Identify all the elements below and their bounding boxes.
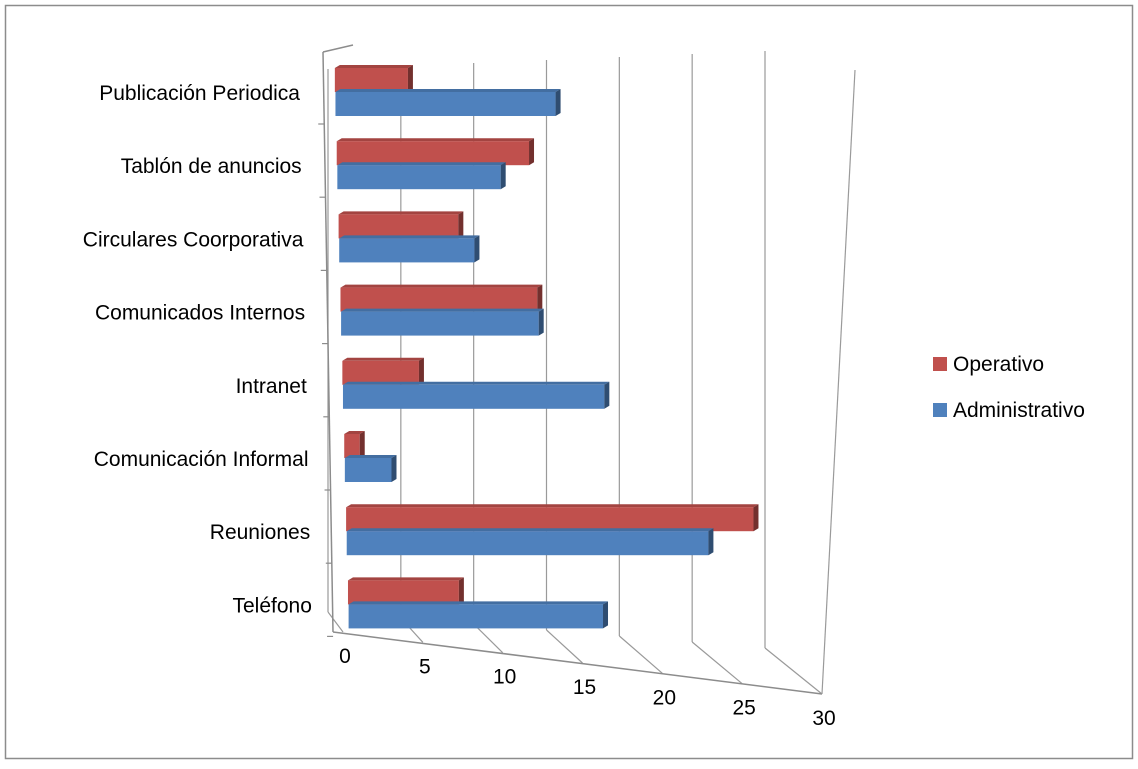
bar-end: [474, 235, 480, 263]
category-label: Publicación Periodica: [99, 82, 300, 105]
legend-label: Administrativo: [953, 399, 1085, 422]
category-label: Teléfono: [232, 594, 311, 617]
bar-top: [339, 235, 480, 239]
bar-top: [336, 138, 535, 142]
bar-end: [538, 308, 544, 336]
x-tick-label: 0: [339, 645, 351, 668]
x-tick-label: 10: [493, 666, 516, 689]
gridline-floor: [327, 611, 344, 633]
bar-end: [359, 431, 365, 458]
category-label: Comunicados Internos: [95, 302, 305, 325]
bar-top: [344, 455, 397, 458]
x-tick-label: 30: [812, 707, 835, 730]
bar-end: [537, 284, 543, 312]
bar: [341, 311, 539, 336]
bar: [346, 507, 754, 532]
bar-top: [334, 65, 413, 68]
right-edge: [821, 69, 856, 695]
bar-top: [335, 89, 561, 92]
category-label: Comunicación Informal: [94, 448, 309, 471]
y-axis-line: [322, 51, 334, 633]
category-label: Tablón de anuncios: [121, 155, 302, 178]
bar: [344, 458, 392, 482]
bar-end: [555, 89, 561, 116]
bar-top: [341, 308, 544, 312]
x-tick-label: 15: [573, 676, 596, 699]
legend-swatch: [933, 357, 947, 371]
bar-top: [347, 577, 464, 581]
gridline-floor: [764, 647, 823, 695]
bar: [334, 68, 408, 92]
bar-layer: [334, 65, 759, 629]
bar-end: [391, 455, 397, 482]
bar: [344, 434, 360, 458]
bar-end: [753, 504, 759, 532]
bar: [339, 238, 475, 263]
legend-label: Operativo: [953, 353, 1044, 376]
bar: [335, 92, 556, 116]
category-label: Intranet: [236, 375, 307, 398]
bar: [340, 287, 538, 312]
bar-top: [342, 357, 424, 361]
category-label: Circulares Coorporativa: [83, 228, 304, 251]
gridline-floor: [546, 629, 583, 664]
x-tick-label: 5: [419, 655, 431, 678]
bar: [347, 580, 459, 605]
bar-top: [340, 284, 543, 288]
bar-top: [346, 504, 759, 508]
bar: [336, 141, 530, 166]
bar-end: [603, 601, 609, 629]
bar-end: [418, 357, 424, 385]
bar: [348, 604, 604, 629]
bar-top: [348, 601, 609, 605]
bar: [346, 531, 709, 556]
bar-top: [338, 211, 464, 215]
bar-top: [346, 528, 714, 532]
bar: [337, 165, 501, 190]
bar-end: [604, 381, 610, 409]
bar: [338, 214, 459, 239]
bar-top: [342, 381, 610, 385]
x-tick-label: 25: [732, 697, 755, 720]
bar-end: [458, 577, 464, 605]
gridline-floor: [618, 635, 663, 674]
x-tick-label: 20: [653, 686, 676, 709]
bar-end: [708, 528, 714, 556]
bar: [342, 360, 419, 385]
bar-end: [458, 211, 464, 239]
label-layer: 0 5 10 15 20 25 30 Publicación Periodica Tablón …: [83, 82, 836, 730]
bar-top: [337, 162, 506, 166]
legend-swatch: [933, 403, 947, 417]
bar: [342, 384, 605, 409]
bar-end: [407, 65, 413, 92]
bar-end: [500, 162, 506, 190]
bar-top: [344, 431, 365, 434]
gridline-floor: [691, 641, 743, 685]
bar-end: [529, 138, 535, 166]
x-axis-line: [332, 631, 823, 695]
gridline-floor: [473, 623, 504, 654]
legend: Operativo Administrativo: [933, 353, 1085, 422]
axis-top-edge: [322, 44, 354, 53]
category-label: Reuniones: [210, 521, 310, 544]
